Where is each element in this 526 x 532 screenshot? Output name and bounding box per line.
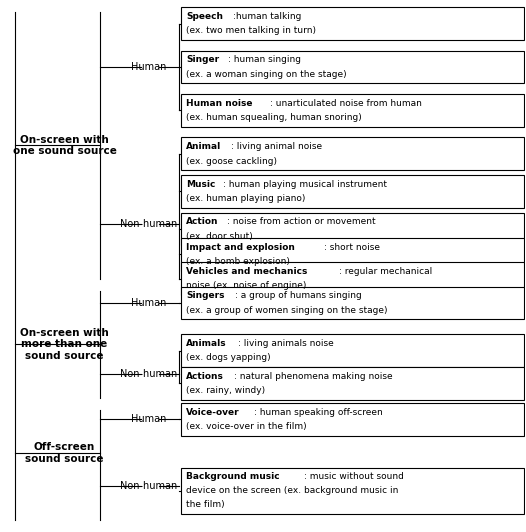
Text: : music without sound: : music without sound <box>305 472 404 481</box>
Text: :human talking: :human talking <box>233 12 301 21</box>
Text: (ex. dogs yapping): (ex. dogs yapping) <box>186 353 271 362</box>
Text: On-screen with
one sound source: On-screen with one sound source <box>13 135 116 156</box>
Text: (ex. a bomb explosion): (ex. a bomb explosion) <box>186 257 290 266</box>
Text: Off-screen
sound source: Off-screen sound source <box>25 442 104 463</box>
FancyBboxPatch shape <box>181 175 523 208</box>
Text: Non-human: Non-human <box>120 480 177 491</box>
FancyBboxPatch shape <box>181 213 523 245</box>
FancyBboxPatch shape <box>181 137 523 170</box>
Text: Voice-over: Voice-over <box>186 408 240 417</box>
Text: : short noise: : short noise <box>323 243 380 252</box>
FancyBboxPatch shape <box>181 403 523 436</box>
FancyBboxPatch shape <box>181 367 523 400</box>
Text: Animal: Animal <box>186 142 221 151</box>
Text: : human playing musical instrument: : human playing musical instrument <box>224 180 387 189</box>
Text: (ex. human squealing, human snoring): (ex. human squealing, human snoring) <box>186 113 362 122</box>
Text: : unarticulated noise from human: : unarticulated noise from human <box>270 99 422 107</box>
Text: noise (ex. noise of engine): noise (ex. noise of engine) <box>186 281 307 290</box>
FancyBboxPatch shape <box>181 238 523 271</box>
Text: : natural phenomena making noise: : natural phenomena making noise <box>234 372 393 381</box>
Text: Human noise: Human noise <box>186 99 253 107</box>
Text: the film): the film) <box>186 501 225 510</box>
Text: Human: Human <box>130 414 166 425</box>
Text: On-screen with
more than one
sound source: On-screen with more than one sound sourc… <box>20 328 109 361</box>
Text: : living animals noise: : living animals noise <box>238 339 333 348</box>
Text: : human singing: : human singing <box>228 55 301 64</box>
Text: Singers: Singers <box>186 292 225 301</box>
Text: (ex. two men talking in turn): (ex. two men talking in turn) <box>186 27 316 35</box>
Text: Non-human: Non-human <box>120 370 177 379</box>
Text: : a group of humans singing: : a group of humans singing <box>235 292 362 301</box>
FancyBboxPatch shape <box>181 94 523 127</box>
FancyBboxPatch shape <box>181 262 523 295</box>
Text: (ex. a woman singing on the stage): (ex. a woman singing on the stage) <box>186 70 347 79</box>
Text: (ex. door shut): (ex. door shut) <box>186 231 253 240</box>
Text: (ex. goose cackling): (ex. goose cackling) <box>186 156 277 165</box>
Text: Animals: Animals <box>186 339 227 348</box>
Text: : regular mechanical: : regular mechanical <box>339 267 433 276</box>
Text: Speech: Speech <box>186 12 224 21</box>
Text: Action: Action <box>186 217 219 226</box>
Text: Background music: Background music <box>186 472 280 481</box>
Text: (ex. voice-over in the film): (ex. voice-over in the film) <box>186 422 307 431</box>
Text: device on the screen (ex. background music in: device on the screen (ex. background mus… <box>186 486 399 495</box>
Text: Actions: Actions <box>186 372 224 381</box>
FancyBboxPatch shape <box>181 7 523 40</box>
Text: Music: Music <box>186 180 216 189</box>
Text: : human speaking off-screen: : human speaking off-screen <box>254 408 383 417</box>
FancyBboxPatch shape <box>181 468 523 514</box>
Text: (ex. rainy, windy): (ex. rainy, windy) <box>186 386 266 395</box>
Text: Human: Human <box>130 62 166 72</box>
Text: Singer: Singer <box>186 55 219 64</box>
Text: (ex. a group of women singing on the stage): (ex. a group of women singing on the sta… <box>186 306 388 315</box>
Text: Impact and explosion: Impact and explosion <box>186 243 295 252</box>
Text: Non-human: Non-human <box>120 219 177 229</box>
FancyBboxPatch shape <box>181 287 523 319</box>
FancyBboxPatch shape <box>181 51 523 84</box>
Text: : noise from action or movement: : noise from action or movement <box>227 217 376 226</box>
Text: Vehicles and mechanics: Vehicles and mechanics <box>186 267 308 276</box>
Text: (ex. human playing piano): (ex. human playing piano) <box>186 194 306 203</box>
FancyBboxPatch shape <box>181 334 523 367</box>
Text: : living animal noise: : living animal noise <box>231 142 322 151</box>
Text: Human: Human <box>130 298 166 308</box>
